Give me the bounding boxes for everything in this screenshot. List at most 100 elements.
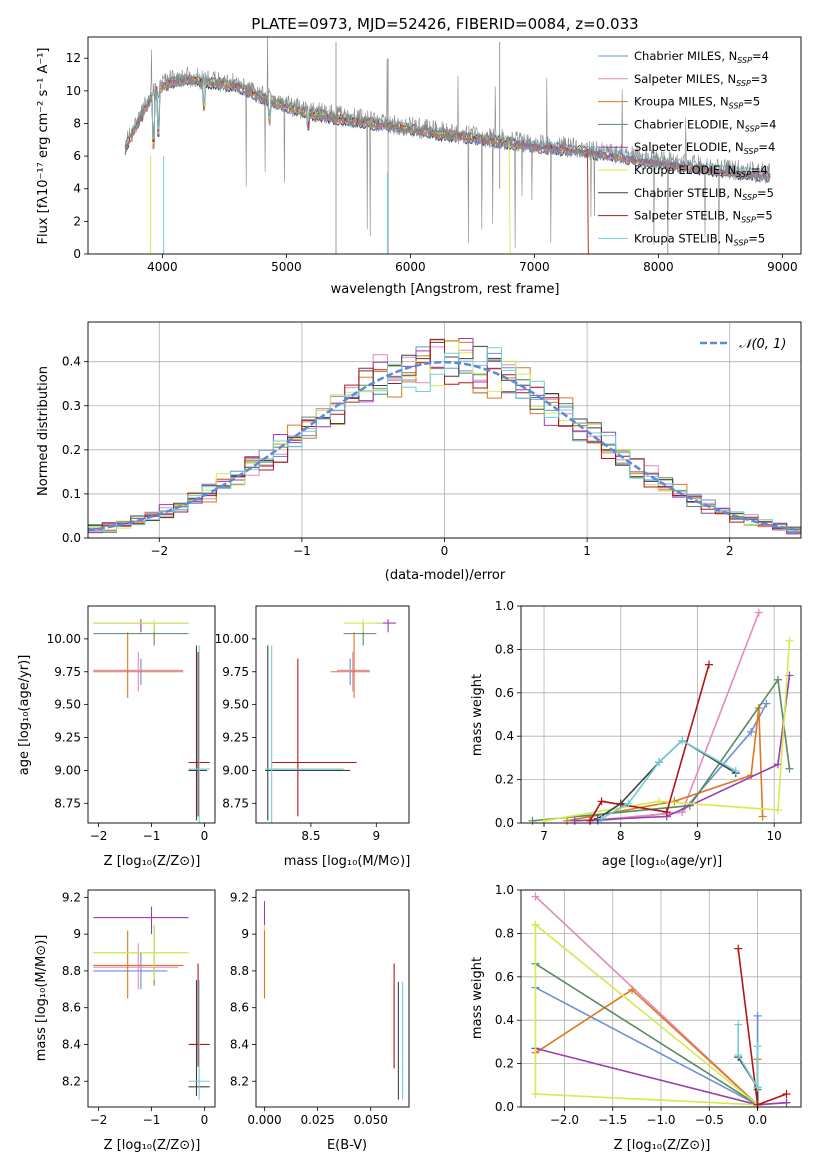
- x-tick-label: −1: [143, 1113, 161, 1127]
- y-tick-label: 8.6: [62, 1001, 81, 1015]
- y-tick-label: 9.25: [222, 731, 249, 745]
- x-tick-label: 0: [201, 1113, 209, 1127]
- x-tick-label: 1: [583, 544, 591, 558]
- x-tick-label: 0: [201, 829, 209, 843]
- x-tick-label: 6000: [395, 260, 426, 274]
- x-tick-label: 8000: [643, 260, 674, 274]
- x-tick-label: 9: [694, 829, 702, 843]
- y-tick-label: 0.8: [495, 642, 514, 656]
- mw-point-krou_stelib: [734, 1020, 743, 1029]
- x-tick-label: 9: [372, 829, 380, 843]
- mass-weight-vs-age-panel: 7 8 9 10 0.0 0.2 0.4 0.6 0.8 1.0 age [log₁₀(age/y…: [470, 599, 802, 869]
- axes-frame: [87, 36, 802, 255]
- mass-weight-vs-z-panel: −2.0 −1.5 −1.0 −0.5 0.0 0.0 0.2 0.4 0.6 0.8 1.0 Z …: [470, 883, 802, 1153]
- mw-point-salp_miles: [754, 608, 763, 617]
- mw-line-salp_stelib: [737, 948, 787, 1106]
- y-tick-label: 0.2: [495, 1057, 514, 1071]
- y-tick-label: 2: [73, 214, 81, 228]
- y-tick-label: 0.8: [495, 926, 514, 940]
- mw-line-chab_elodie: [532, 677, 791, 822]
- mw-line-krou_elodie: [534, 924, 761, 1106]
- y-tick-label: 9: [241, 927, 249, 941]
- x-tick-label: 10: [767, 829, 782, 843]
- mw-point-krou_elodie: [785, 636, 794, 645]
- y-tick-label: 0.6: [495, 970, 514, 984]
- y-tick-label: 1.0: [495, 599, 514, 613]
- x-tick-label: 7: [540, 829, 548, 843]
- legend-label-chab_miles: Chabrier MILES, NSSP=4: [634, 49, 769, 65]
- mwz-ylabel: mass weight: [470, 957, 485, 1039]
- y-tick-label: 6: [73, 149, 81, 163]
- axes-frame: [255, 605, 410, 824]
- x-tick-label: −2: [90, 1113, 108, 1127]
- legend-label-normal: 𝒩(0, 1): [739, 337, 786, 352]
- x-tick-label: 0.050: [354, 1113, 388, 1127]
- mw-point-krou_stelib: [678, 736, 687, 745]
- y-tick-label: 9.2: [230, 890, 249, 904]
- mw-point-krou_stelib: [753, 1042, 762, 1051]
- mw-line-chab_miles: [535, 986, 759, 1107]
- residuals-xlabel: (data-model)/error: [385, 568, 506, 583]
- x-tick-label: −1: [293, 544, 311, 558]
- x-tick-label: 0: [441, 544, 449, 558]
- y-tick-label: 9.75: [54, 665, 81, 679]
- mwage-ylabel: mass weight: [470, 674, 485, 756]
- mw-point-krou_elodie: [531, 920, 540, 929]
- mw-point-salp_stelib: [597, 797, 606, 806]
- y-tick-label: 8.75: [222, 796, 249, 810]
- mw-point-salp_stelib: [586, 816, 595, 825]
- y-tick-label: 8.8: [230, 964, 249, 978]
- legend-label-krou_miles: Kroupa MILES, NSSP=5: [634, 95, 760, 111]
- mw-point-salp_stelib: [782, 1089, 791, 1098]
- residuals-ylabel: Normed distribution: [36, 366, 51, 496]
- x-tick-label: 9000: [767, 260, 798, 274]
- y-tick-label: 4: [73, 182, 81, 196]
- mass-vs-ebv-panel: 0.000 0.025 0.050 8.2 8.4 8.6 8.8 9 9.2 E(B-V): [230, 889, 410, 1153]
- histogram-krou_stelib: [88, 347, 801, 532]
- massebv-xlabel: E(B-V): [327, 1138, 367, 1153]
- y-tick-label: 8.2: [230, 1074, 249, 1088]
- spectrum-data: [124, 37, 771, 254]
- axes-frame: [520, 605, 802, 824]
- residuals-panel: −2 −1 0 1 2 0.0 0.1 0.2 0.3 0.4 (data-model)/erro…: [36, 321, 802, 583]
- mwz-xlabel: Z [log₁₀(Z/Z⊙)]: [614, 1138, 711, 1153]
- y-tick-label: 0.2: [495, 773, 514, 787]
- x-tick-label: −1: [143, 829, 161, 843]
- y-tick-label: 0: [73, 247, 81, 261]
- mw-point-krou_elodie: [531, 1089, 540, 1098]
- y-tick-label: 8.2: [62, 1074, 81, 1088]
- y-tick-label: 9.00: [222, 763, 249, 777]
- x-tick-label: 5000: [271, 260, 302, 274]
- mw-point-krou_elodie: [773, 805, 782, 814]
- mw-point-chab_elodie: [785, 764, 794, 773]
- y-tick-label: 0.0: [495, 1100, 514, 1114]
- y-tick-label: 9: [73, 927, 81, 941]
- mw-point-chab_elodie: [773, 675, 782, 684]
- y-tick-label: 9.25: [54, 731, 81, 745]
- x-tick-label: 7000: [519, 260, 550, 274]
- y-tick-label: 9.50: [222, 698, 249, 712]
- spectrum-panel: 4000 5000 6000 7000 8000 9000 0 2 4 6 8 10 12 PLATE=…: [36, 15, 802, 297]
- legend-label-krou_elodie: Kroupa ELODIE, NSSP=4: [634, 163, 768, 179]
- mw-line-krou_stelib: [737, 1024, 759, 1091]
- x-tick-label: −1.0: [646, 1113, 675, 1127]
- agemass-xlabel: mass [log₁₀(M/M⊙)]: [284, 854, 411, 869]
- mw-point-chab_miles: [753, 1011, 762, 1020]
- spectrum-model-salp_stelib: [124, 73, 589, 254]
- massz-xlabel: Z [log₁₀(Z/Z⊙)]: [104, 1138, 201, 1153]
- axes-frame: [255, 889, 410, 1108]
- mw-point-salp_elodie: [570, 816, 579, 825]
- mass-vs-z-panel: −2 −1 0 8.2 8.4 8.6 8.8 9 9.2 Z [log₁₀(Z/Z⊙)] ma…: [34, 889, 216, 1153]
- y-tick-label: 8: [73, 116, 81, 130]
- mw-point-krou_stelib: [731, 766, 740, 775]
- legend-label-salp_elodie: Salpeter ELODIE, NSSP=4: [634, 140, 775, 156]
- y-tick-label: 8.6: [230, 1001, 249, 1015]
- normal-curve: [88, 360, 801, 532]
- mw-point-krou_stelib: [734, 1050, 743, 1059]
- mw-line-chab_elodie: [535, 963, 759, 1107]
- spectrum-legend: Chabrier MILES, NSSP=4 Salpeter MILES, NS…: [598, 49, 776, 247]
- x-tick-label: −1.5: [598, 1113, 627, 1127]
- legend-label-salp_miles: Salpeter MILES, NSSP=3: [634, 72, 768, 88]
- agez-ylabel: age [log₁₀(age/yr)]: [17, 655, 32, 776]
